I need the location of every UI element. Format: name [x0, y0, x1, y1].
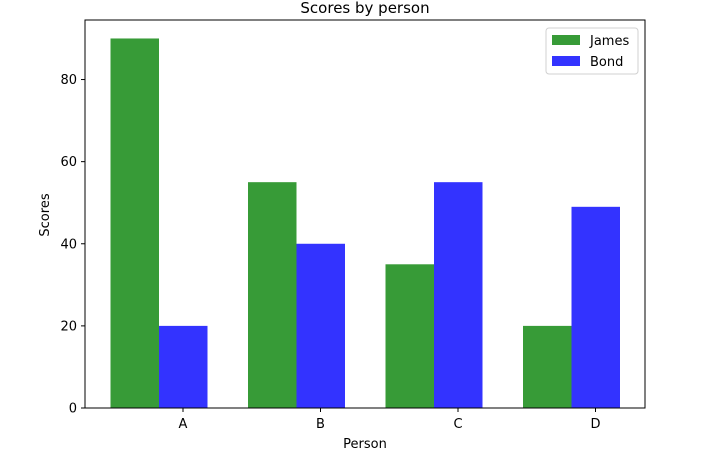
legend-swatch-bond: [552, 56, 580, 66]
bars-group: [110, 38, 620, 408]
bar-bond-c: [434, 182, 483, 408]
x-tick-label: A: [179, 417, 188, 432]
chart-title: Scores by person: [300, 0, 429, 17]
legend-label-james: James: [589, 34, 629, 49]
bar-james-a: [110, 38, 159, 408]
bar-bond-a: [159, 325, 208, 408]
plot-frame: [84, 19, 646, 409]
legend-swatch-james: [552, 35, 580, 45]
bar-bond-b: [296, 243, 345, 408]
y-tick-label: 60: [60, 155, 77, 170]
bar-james-c: [385, 264, 434, 408]
x-tick-label: D: [590, 417, 600, 432]
x-axis-label: Person: [343, 437, 387, 452]
y-tick-label: 0: [69, 402, 77, 417]
y-ticks: 0 20 40 60 80: [60, 73, 85, 417]
bar-james-d: [523, 325, 572, 408]
legend-label-bond: Bond: [590, 55, 623, 70]
bar-bond-d: [571, 206, 620, 408]
y-axis-label: Scores: [38, 193, 53, 236]
y-tick-label: 20: [60, 319, 77, 334]
legend: James Bond: [545, 27, 639, 75]
x-tick-label: C: [453, 417, 462, 432]
y-tick-label: 80: [60, 73, 77, 88]
bar-james-b: [248, 182, 297, 408]
x-tick-label: B: [316, 417, 325, 432]
y-tick-label: 40: [60, 237, 77, 252]
x-ticks: A B C D: [179, 408, 601, 432]
